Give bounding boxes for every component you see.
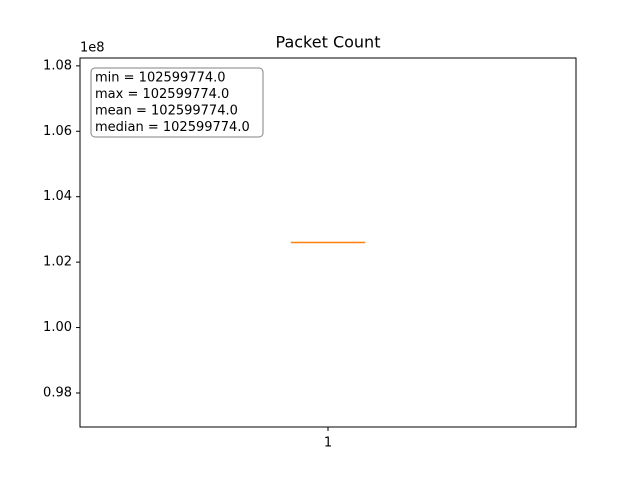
y-tick-label: 1.08 xyxy=(43,58,72,73)
y-tick-label: 1.00 xyxy=(43,320,72,335)
y-tick-label: 1.02 xyxy=(43,255,72,270)
annotation-line: mean = 102599774.0 xyxy=(95,104,238,119)
y-tick-label: 0.98 xyxy=(43,385,72,400)
y-tick-label: 1.06 xyxy=(43,124,72,139)
x-tick-label: 1 xyxy=(324,436,332,451)
annotation-line: median = 102599774.0 xyxy=(95,120,250,135)
chart-title: Packet Count xyxy=(276,33,381,52)
y-offset-label: 1e8 xyxy=(80,41,105,56)
annotation-line: min = 102599774.0 xyxy=(95,71,226,86)
annotation-line: max = 102599774.0 xyxy=(95,87,229,102)
y-tick-label: 1.04 xyxy=(43,189,72,204)
annotation-box xyxy=(90,67,264,138)
